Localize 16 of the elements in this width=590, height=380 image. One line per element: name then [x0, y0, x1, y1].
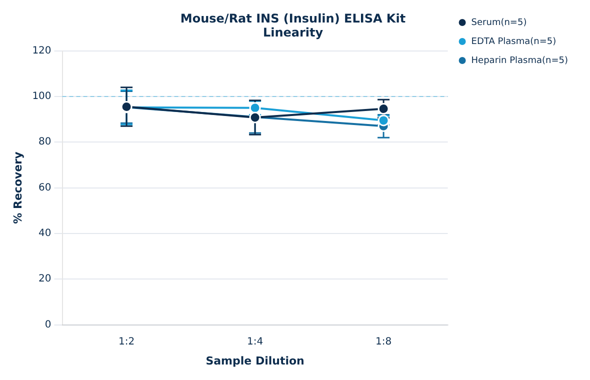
- x-tick-label: 1:2: [118, 336, 135, 348]
- y-tick-label: 40: [38, 228, 52, 240]
- legend-label: Heparin Plasma(n=5): [471, 56, 568, 66]
- y-tick-label: 100: [32, 91, 52, 102]
- y-tick-label: 0: [44, 319, 52, 330]
- legend-label: EDTA Plasma(n=5): [471, 36, 556, 47]
- chart-title: Mouse/Rat INS (Insulin) ELISA Kit Linearity: [180, 11, 406, 40]
- y-tick-label: 120: [32, 45, 52, 56]
- x-axis-title: Sample Dilution: [206, 354, 304, 368]
- legend-label: Serum(n=5): [471, 18, 527, 28]
- x-tick-label: 1:8: [375, 336, 392, 348]
- y-tick-label: 20: [38, 274, 52, 285]
- y-tick-label: 60: [38, 182, 52, 194]
- y-tick-label: 80: [38, 136, 52, 148]
- y-axis-title: % Recovery: [11, 152, 24, 224]
- x-tick-label: 1:4: [246, 336, 264, 348]
